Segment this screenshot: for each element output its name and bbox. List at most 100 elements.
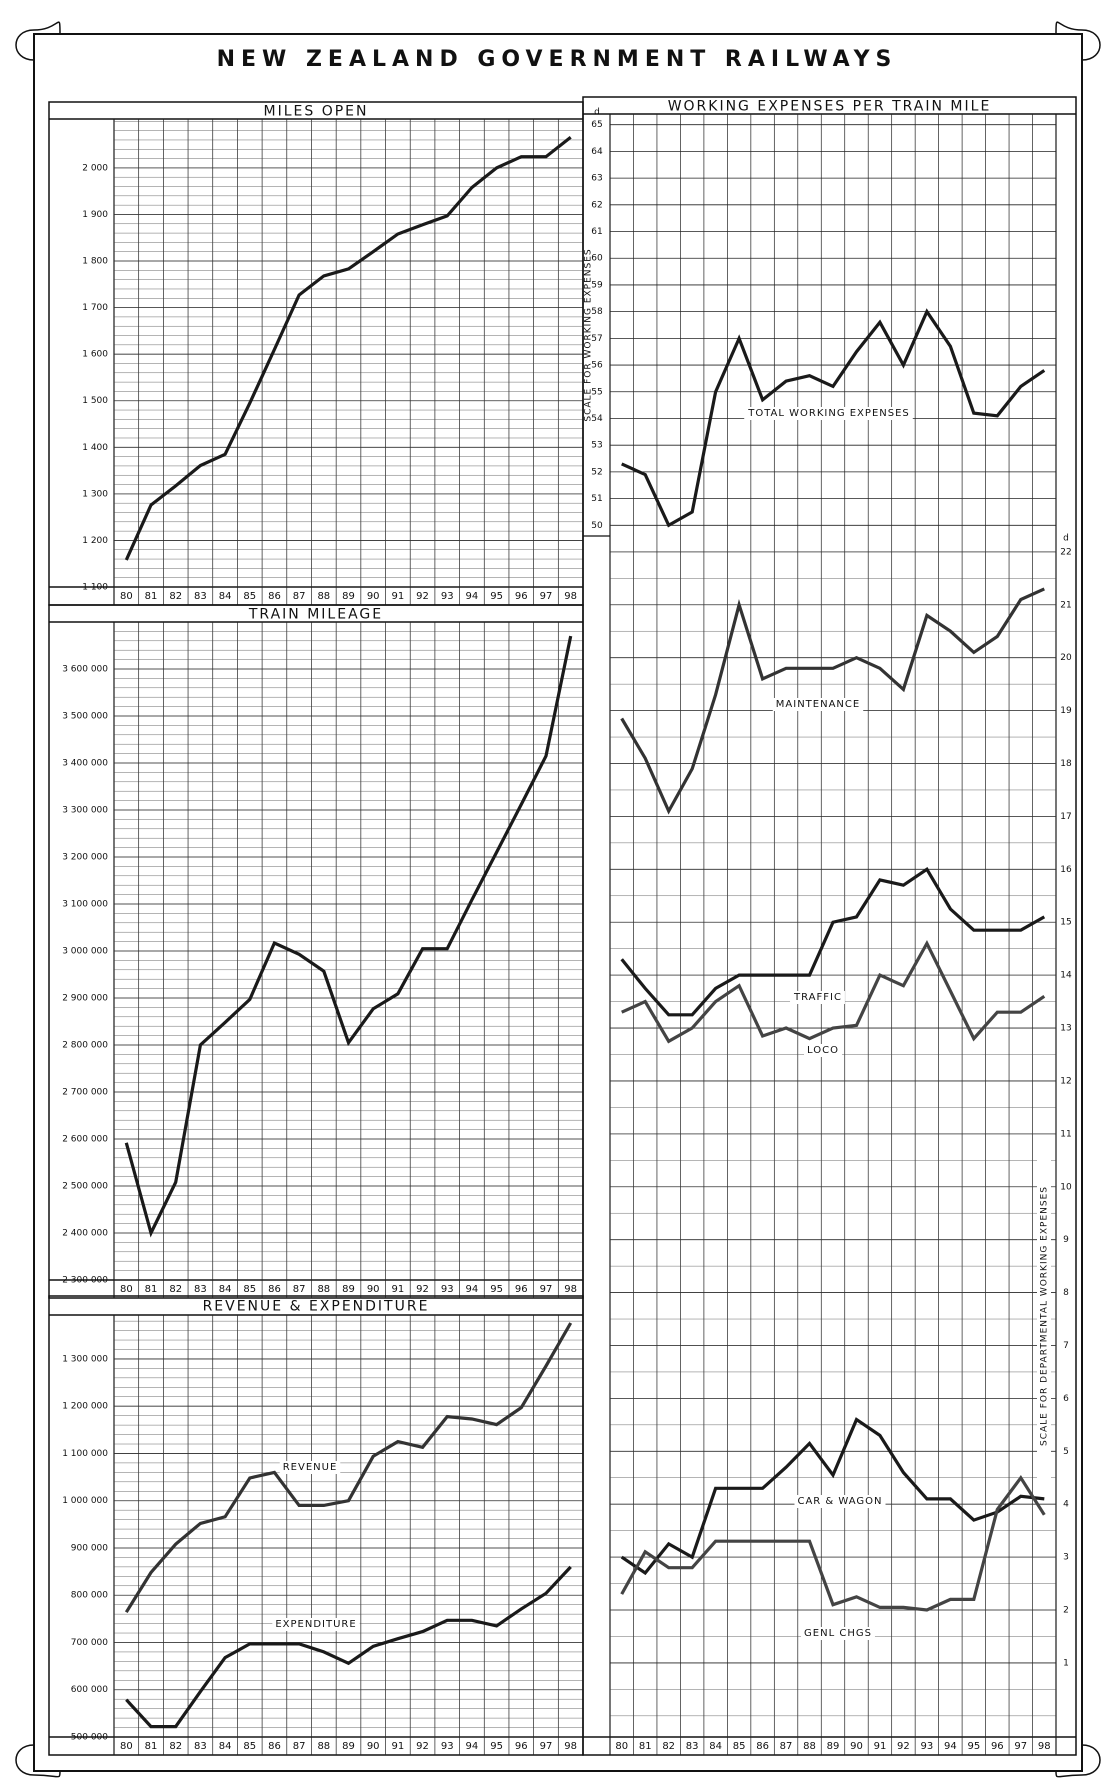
y2ticks-label: 6 bbox=[1063, 1394, 1069, 1404]
x-tick-label: 84 bbox=[219, 1741, 232, 1752]
x-tick-label: 87 bbox=[293, 1284, 306, 1295]
outer-border bbox=[33, 33, 1083, 1772]
label-bg bbox=[790, 991, 845, 1004]
y2ticks-label: 11 bbox=[1060, 1129, 1071, 1139]
y2ticks-label: 22 bbox=[1060, 547, 1071, 557]
yticks-label: 2 700 000 bbox=[62, 1088, 108, 1098]
x-tick-label: 88 bbox=[803, 1741, 816, 1752]
series-line bbox=[125, 1565, 572, 1729]
x-tick-label: 98 bbox=[564, 1284, 577, 1295]
yticks-label: 2 900 000 bbox=[62, 994, 108, 1004]
yticks-label: 1 800 bbox=[82, 257, 108, 267]
y2ticks-label: 21 bbox=[1060, 600, 1071, 610]
x-tick-label: 97 bbox=[1014, 1741, 1027, 1752]
panel-title: REVENUE & EXPENDITURE bbox=[203, 1299, 430, 1315]
yticks-label: 50 bbox=[591, 521, 603, 531]
yticks-label: 600 000 bbox=[71, 1685, 108, 1695]
yticks-label: 2 400 000 bbox=[62, 1229, 108, 1239]
label-bg bbox=[801, 1627, 875, 1640]
y2ticks-label: 13 bbox=[1060, 1024, 1071, 1034]
x-tick-label: 80 bbox=[615, 1741, 628, 1752]
y2ticks-label: 3 bbox=[1063, 1553, 1069, 1563]
x-tick-label: 86 bbox=[756, 1741, 769, 1752]
x-tick-label: 90 bbox=[367, 1741, 380, 1752]
x-tick-label: 85 bbox=[243, 591, 256, 602]
yticks-label: 62 bbox=[591, 200, 602, 210]
panel-frame bbox=[48, 604, 584, 1299]
y2ticks-label: 18 bbox=[1060, 759, 1072, 769]
y2ticks-label: 4 bbox=[1063, 1500, 1069, 1510]
x-tick-label: 83 bbox=[686, 1741, 699, 1752]
x-tick-label: 93 bbox=[441, 1284, 454, 1295]
series-label: TOTAL WORKING EXPENSES bbox=[747, 408, 910, 419]
panel-title: WORKING EXPENSES PER TRAIN MILE bbox=[668, 99, 992, 115]
yticks-label: 1 000 000 bbox=[62, 1496, 108, 1506]
yticks-label: 1 400 bbox=[82, 443, 108, 453]
x-tick-label: 85 bbox=[243, 1741, 256, 1752]
panel-title: MILES OPEN bbox=[264, 104, 369, 120]
y2ticks-label: 14 bbox=[1060, 971, 1072, 981]
x-tick-label: 87 bbox=[293, 1741, 306, 1752]
x-tick-label: 98 bbox=[564, 591, 577, 602]
label-bg bbox=[804, 1044, 842, 1057]
y2ticks-label: 7 bbox=[1063, 1341, 1069, 1351]
x-tick-label: 94 bbox=[944, 1741, 957, 1752]
yticks-label: 3 200 000 bbox=[62, 853, 108, 863]
series-line bbox=[620, 867, 1046, 1017]
y2-axis-title: SCALE FOR DEPARTMENTAL WORKING EXPENSES bbox=[1040, 1186, 1050, 1446]
x-tick-label: 85 bbox=[243, 1284, 256, 1295]
x-tick-label: 83 bbox=[194, 591, 207, 602]
yticks-label: 1 100 bbox=[82, 583, 108, 593]
yticks-label: 2 600 000 bbox=[62, 1135, 108, 1145]
x-tick-label: 88 bbox=[317, 1284, 330, 1295]
y2ticks-label: 9 bbox=[1063, 1235, 1069, 1245]
yticks-label: 2 800 000 bbox=[62, 1041, 108, 1051]
yticks-label: 61 bbox=[591, 227, 602, 237]
y2ticks-label: 8 bbox=[1063, 1288, 1069, 1298]
x-tick-label: 81 bbox=[639, 1741, 652, 1752]
series-line bbox=[620, 1417, 1045, 1576]
label-bg bbox=[772, 698, 864, 711]
x-tick-label: 97 bbox=[540, 591, 553, 602]
x-tick-label: 91 bbox=[874, 1741, 887, 1752]
series-label: EXPENDITURE bbox=[275, 1619, 356, 1630]
x-tick-label: 82 bbox=[169, 1284, 182, 1295]
y2ticks-label: 10 bbox=[1060, 1182, 1072, 1192]
yticks-label: 3 500 000 bbox=[62, 712, 108, 722]
x-tick-label: 84 bbox=[709, 1741, 722, 1752]
corner-flourish bbox=[1055, 1744, 1101, 1778]
label-bg bbox=[794, 1495, 886, 1508]
corner-flourish bbox=[15, 1744, 61, 1778]
series-line bbox=[620, 1474, 1046, 1612]
panel-frame bbox=[582, 96, 1077, 1756]
yticks-label: 64 bbox=[591, 147, 603, 157]
x-tick-label: 89 bbox=[342, 1741, 355, 1752]
label-bg bbox=[279, 1461, 341, 1474]
series-label: TRAFFIC bbox=[793, 992, 842, 1003]
yticks-label: 2 500 000 bbox=[62, 1182, 108, 1192]
yticks-label: 3 600 000 bbox=[62, 665, 108, 675]
x-tick-label: 94 bbox=[466, 1284, 479, 1295]
x-tick-label: 80 bbox=[120, 1284, 133, 1295]
x-tick-label: 91 bbox=[392, 1284, 405, 1295]
y-unit: d bbox=[594, 108, 600, 118]
x-tick-label: 95 bbox=[490, 1741, 503, 1752]
x-tick-label: 89 bbox=[342, 1284, 355, 1295]
x-tick-label: 96 bbox=[515, 591, 528, 602]
yticks-label: 1 900 bbox=[82, 210, 108, 220]
x-tick-label: 81 bbox=[145, 591, 158, 602]
series-line bbox=[621, 308, 1046, 528]
x-tick-label: 84 bbox=[219, 591, 232, 602]
yticks-label: 1 300 000 bbox=[62, 1354, 108, 1364]
series-label: CAR & WAGON bbox=[797, 1496, 882, 1507]
yticks-label: 58 bbox=[591, 307, 603, 317]
x-tick-label: 87 bbox=[293, 591, 306, 602]
x-tick-label: 87 bbox=[780, 1741, 793, 1752]
x-tick-label: 89 bbox=[342, 591, 355, 602]
x-tick-label: 91 bbox=[392, 591, 405, 602]
x-tick-label: 95 bbox=[490, 591, 503, 602]
x-tick-label: 96 bbox=[991, 1741, 1004, 1752]
panel-frame bbox=[48, 101, 584, 606]
yticks-label: 53 bbox=[591, 441, 602, 451]
